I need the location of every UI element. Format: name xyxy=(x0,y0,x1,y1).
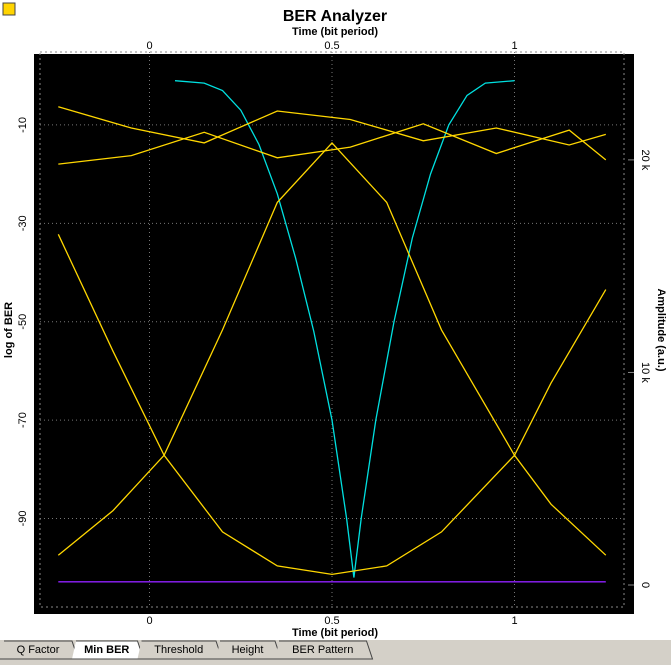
x-tick-label-top: 0.5 xyxy=(324,40,339,52)
y-tick-label: -90 xyxy=(17,511,29,527)
tab-label[interactable]: Height xyxy=(232,644,264,656)
tab-label[interactable]: Threshold xyxy=(154,644,203,656)
x-label-top: Time (bit period) xyxy=(292,26,378,38)
tab-label[interactable]: Min BER xyxy=(84,644,129,656)
y2-tick-label: 10 k xyxy=(639,362,651,383)
y2-tick-label: 20 k xyxy=(639,150,651,171)
y2-tick-label: 0 xyxy=(639,582,651,588)
x-label: Time (bit period) xyxy=(292,627,378,639)
tab-label[interactable]: BER Pattern xyxy=(292,644,353,656)
series-line xyxy=(57,141,607,556)
tabs: Q Factor Min BER Threshold Height BER Patter… xyxy=(0,640,374,660)
y2-label: Amplitude (a.u.) xyxy=(655,288,667,371)
chart-title: BER Analyzer xyxy=(283,8,387,25)
y-tick-label: -70 xyxy=(17,412,29,428)
plot-area xyxy=(34,54,634,614)
series-line xyxy=(58,106,606,146)
y-label: log of BER xyxy=(3,302,15,358)
x-tick-label-top: 1 xyxy=(511,40,517,52)
series-line xyxy=(57,234,607,576)
icon xyxy=(2,2,16,16)
y-tick-label: -50 xyxy=(17,314,29,330)
x-tick-label: 0.5 xyxy=(324,615,339,627)
tab-label[interactable]: Q Factor xyxy=(17,644,60,656)
series-line xyxy=(58,123,607,165)
x-tick-label-top: 0 xyxy=(146,40,152,52)
y-tick-label: -30 xyxy=(17,215,29,231)
tab[interactable] xyxy=(275,640,374,660)
y-tick-label: -10 xyxy=(17,117,29,133)
x-tick-label: 0 xyxy=(146,615,152,627)
x-tick-label: 1 xyxy=(511,615,517,627)
